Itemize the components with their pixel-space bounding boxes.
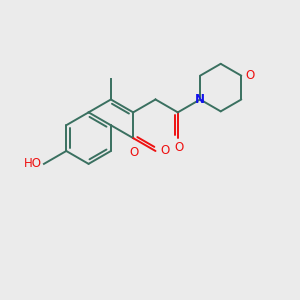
Text: HO: HO <box>24 158 42 170</box>
Text: O: O <box>160 145 170 158</box>
Text: N: N <box>195 93 205 106</box>
Text: O: O <box>174 141 183 154</box>
Text: O: O <box>130 146 139 159</box>
Text: O: O <box>245 69 254 82</box>
